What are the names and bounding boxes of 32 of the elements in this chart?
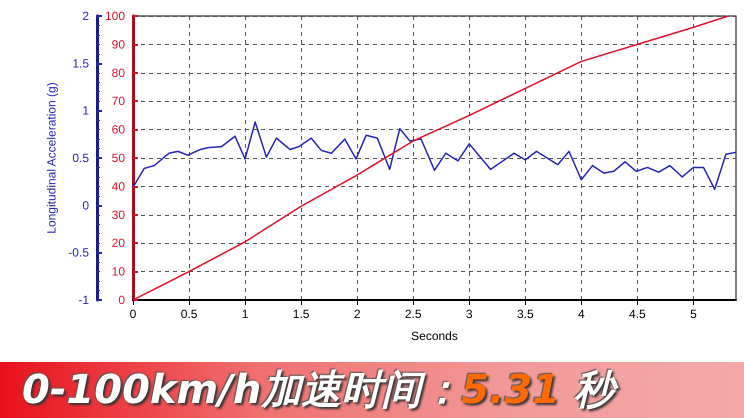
y-axis-title: Longitudinal Acceleration (g): [44, 82, 58, 234]
x-tick-label: 1: [242, 307, 249, 321]
y2-tick-label: 90: [112, 37, 126, 52]
y-tick-label: 0.5: [72, 151, 90, 165]
x-tick-label: 4: [578, 307, 585, 321]
x-tick-label: 4.5: [629, 307, 646, 321]
x-tick-label: 2: [354, 307, 361, 321]
x-axis-title: Seconds: [411, 329, 458, 343]
y2-tick-label: 70: [112, 94, 126, 108]
y-tick-label: -1: [78, 293, 90, 307]
x-tick-label: 1.5: [292, 307, 310, 321]
x-tick-label: 5: [690, 307, 698, 321]
y-tick-label: 2: [82, 9, 90, 23]
x-tick-label: 3.5: [516, 307, 534, 321]
x-tick-label: 2.5: [404, 307, 422, 321]
y2-tick-label: 20: [112, 236, 126, 250]
y2-tick-label: 50: [112, 151, 126, 165]
y2-tick-label: 40: [112, 179, 126, 194]
y-tick-label: 0: [82, 198, 90, 212]
y-tick-label: -0.5: [68, 246, 90, 260]
y-tick-label: 1: [82, 104, 90, 118]
x-tick-label: 0.5: [180, 307, 198, 321]
y-tick-label: 1.5: [72, 56, 90, 70]
line-series: [132, 121, 737, 190]
y2-tick-label: 60: [112, 122, 126, 137]
y2-tick-label: 10: [112, 264, 126, 279]
y2-tick-label: 100: [104, 9, 126, 23]
y2-tick-label: 0: [118, 293, 126, 307]
x-tick-label: 0: [130, 307, 137, 321]
y2-tick-label: 30: [112, 208, 126, 222]
y2-tick-label: 80: [112, 66, 126, 80]
x-tick-label: 3: [466, 307, 473, 321]
